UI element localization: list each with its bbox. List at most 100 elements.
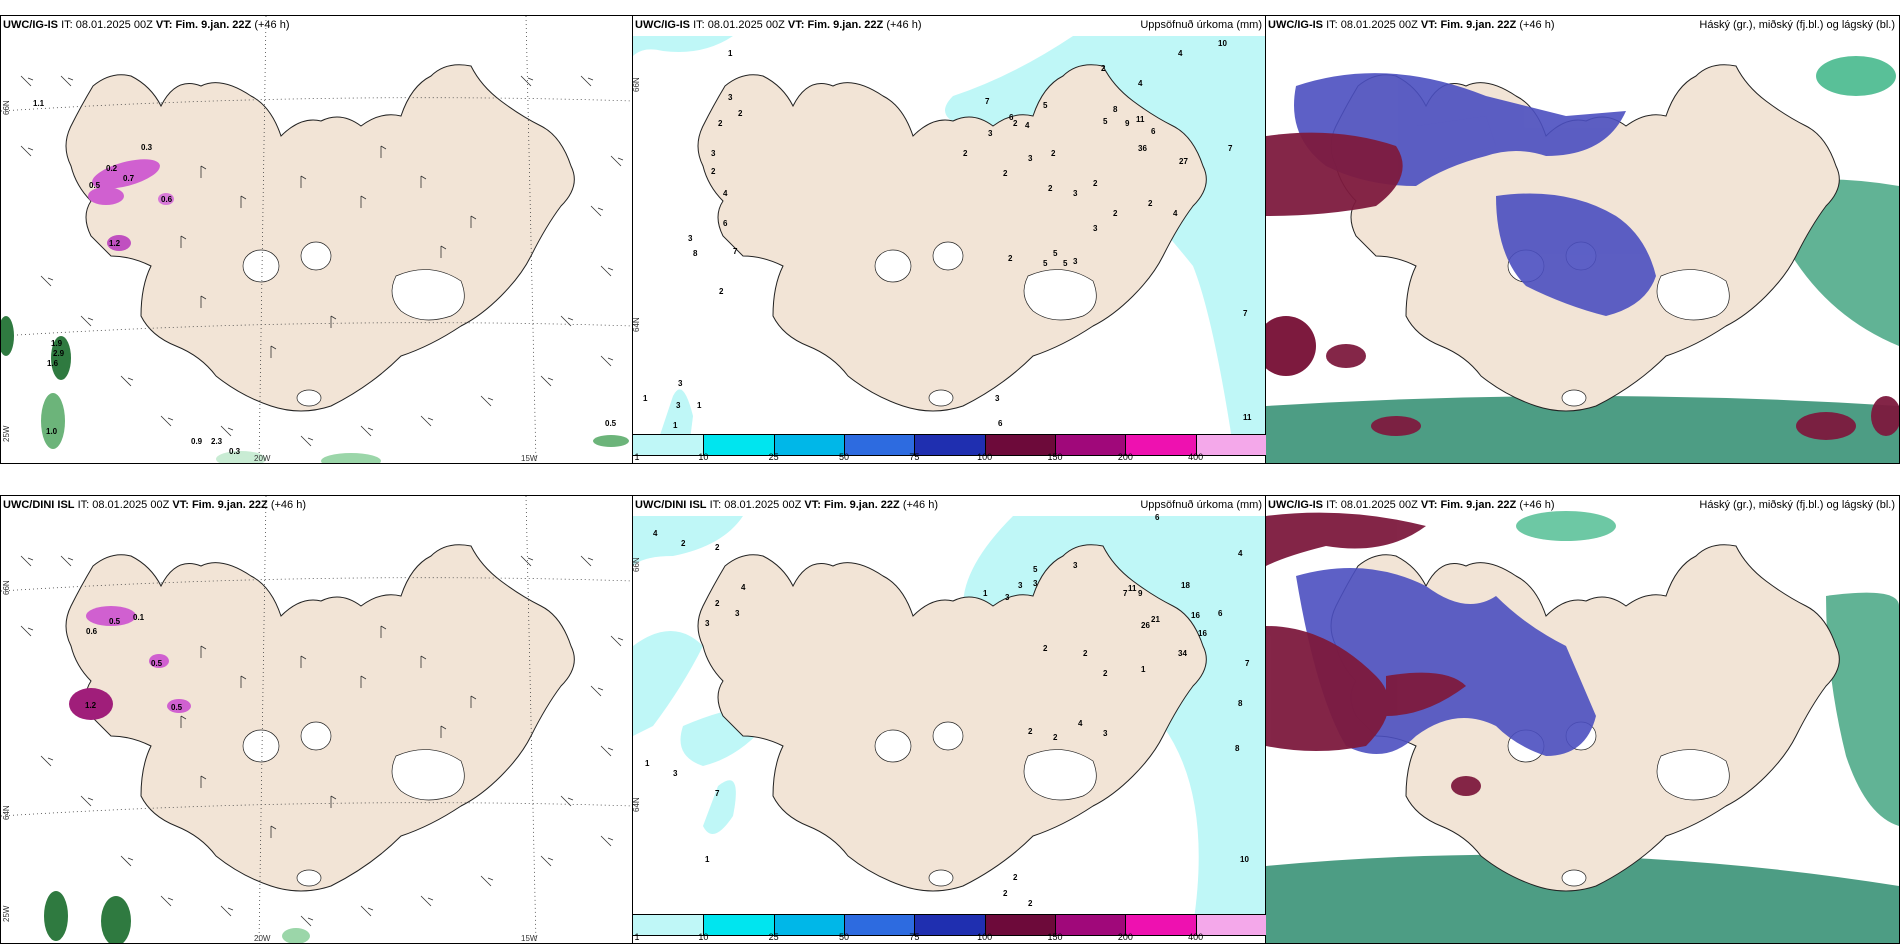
panel-wind-dini: 0.5 0.6 0.5 1.2 0.5 0.1 66N 64N 25W 20W … bbox=[0, 495, 634, 944]
value-label: 2 bbox=[1003, 889, 1008, 898]
colorbar-segment bbox=[1195, 915, 1266, 935]
value-label: 3 bbox=[1033, 579, 1038, 588]
value-label: 2 bbox=[1048, 184, 1053, 193]
value-label: 2 bbox=[1093, 179, 1098, 188]
graticule bbox=[1, 16, 633, 463]
green-precip-blobs bbox=[44, 891, 310, 943]
panel-cloud-dini: UWC/IG-IS IT: 08.01.2025 00Z VT: Fim. 9.… bbox=[1265, 495, 1900, 944]
value-label: 2 bbox=[715, 543, 720, 552]
panel-title: UWC/IG-IS IT: 08.01.2025 00Z VT: Fim. 9.… bbox=[3, 19, 290, 31]
value-label: 6 bbox=[1009, 113, 1014, 122]
value-label: 4 bbox=[1138, 79, 1143, 88]
panel-title: UWC/DINI ISL IT: 08.01.2025 00Z VT: Fim.… bbox=[3, 499, 306, 511]
colorbar-tick-label: 150 bbox=[1047, 452, 1063, 462]
colorbar-tick-label: 100 bbox=[977, 932, 993, 942]
value-label: 3 bbox=[705, 619, 710, 628]
value-label: 0.5 bbox=[89, 181, 101, 190]
value-label: 0.5 bbox=[151, 659, 163, 668]
colorbar-segment bbox=[773, 915, 844, 935]
map-precip-igis: 10 4 1 2 4 7 7 5 8 5 9 11 6 36 27 11 9 7… bbox=[633, 36, 1266, 456]
value-label: 7 bbox=[1228, 144, 1233, 153]
precip-values: 4 2 2 6 4 3 3 1 7 3 3 9 5 11 18 16 16 6 … bbox=[645, 513, 1250, 908]
lat-label: 66N bbox=[633, 77, 641, 92]
precip-colorbar bbox=[633, 434, 1266, 456]
lat-label: 64N bbox=[2, 805, 11, 820]
value-label: 4 bbox=[723, 189, 728, 198]
colorbar-segment bbox=[773, 435, 844, 455]
graticule bbox=[1, 496, 633, 943]
value-label: 34 bbox=[1178, 649, 1187, 658]
colorbar-tick-label: 150 bbox=[1047, 932, 1063, 942]
value-label: 7 bbox=[1123, 589, 1128, 598]
value-label: 7 bbox=[1243, 309, 1248, 318]
value-label: 7 bbox=[733, 247, 738, 256]
colorbar-segment bbox=[984, 915, 1055, 935]
value-label: 21 bbox=[1151, 615, 1160, 624]
colorbar-segment bbox=[1054, 435, 1126, 455]
value-label: 9 bbox=[1125, 119, 1130, 128]
panel-title: UWC/DINI ISL IT: 08.01.2025 00Z VT: Fim.… bbox=[635, 499, 938, 511]
colorbar-tick-label: 1 bbox=[634, 452, 640, 462]
value-label: 2 bbox=[1028, 727, 1033, 736]
wind-values: 0.5 0.6 0.5 1.2 0.5 0.1 bbox=[85, 613, 183, 712]
value-label: 7 bbox=[1245, 659, 1250, 668]
value-label: 3 bbox=[995, 394, 1000, 403]
value-label: 5 bbox=[1033, 565, 1038, 574]
field-title: Uppsöfnuð úrkoma (mm) bbox=[1140, 19, 1262, 31]
value-label: 1 bbox=[645, 759, 650, 768]
colorbar-segment bbox=[1195, 435, 1266, 455]
value-label: 3 bbox=[676, 401, 681, 410]
value-label: 6 bbox=[998, 419, 1003, 428]
value-label: 16 bbox=[1191, 611, 1200, 620]
colorbar-tick-label: 200 bbox=[1117, 932, 1133, 942]
map-cloud-igis bbox=[1266, 56, 1899, 463]
value-label: 3 bbox=[1093, 224, 1098, 233]
colorbar-segment bbox=[914, 915, 985, 935]
value-label: 3 bbox=[1028, 154, 1033, 163]
value-label: 0.9 bbox=[191, 437, 203, 446]
value-label: 1.1 bbox=[33, 99, 45, 108]
lon-label: 25W bbox=[2, 905, 11, 922]
colorbar-segment bbox=[633, 435, 704, 455]
value-label: 1.2 bbox=[109, 239, 121, 248]
value-label: 0.5 bbox=[171, 703, 183, 712]
value-label: 3 bbox=[1018, 581, 1023, 590]
value-label: 1 bbox=[673, 421, 678, 430]
low-cloud bbox=[1266, 132, 1899, 440]
pink-precip-blobs bbox=[88, 159, 174, 251]
value-label: 5 bbox=[1043, 101, 1048, 110]
colorbar-tick-label: 10 bbox=[698, 452, 709, 462]
colorbar-tick-label: 200 bbox=[1117, 452, 1133, 462]
value-label: 26 bbox=[1141, 621, 1150, 630]
colorbar-tick-label: 75 bbox=[909, 452, 920, 462]
colorbar-segment bbox=[1054, 915, 1126, 935]
value-label: 3 bbox=[1073, 561, 1078, 570]
colorbar-segment bbox=[1125, 435, 1196, 455]
value-label: 11 bbox=[1128, 584, 1137, 593]
value-label: 1 bbox=[1141, 665, 1146, 674]
colorbar-segment bbox=[633, 915, 704, 935]
value-label: 8 bbox=[1235, 744, 1240, 753]
value-label: 2 bbox=[1028, 899, 1033, 908]
value-label: 0.1 bbox=[133, 613, 145, 622]
value-label: 5 bbox=[1043, 259, 1048, 268]
value-label: 4 bbox=[1173, 209, 1178, 218]
value-label: 2 bbox=[715, 599, 720, 608]
value-label: 1.9 bbox=[51, 339, 63, 348]
panel-title: UWC/IG-IS IT: 08.01.2025 00Z VT: Fim. 9.… bbox=[1268, 499, 1555, 511]
value-label: 8 bbox=[1238, 699, 1243, 708]
value-label: 1 bbox=[697, 401, 702, 410]
colorbar-tick-label: 1 bbox=[634, 932, 640, 942]
lat-label: 66N bbox=[2, 580, 11, 595]
value-label: 4 bbox=[1078, 719, 1083, 728]
value-label: 2 bbox=[1003, 169, 1008, 178]
value-label: 3 bbox=[678, 379, 683, 388]
map-precip-dini: 4 2 2 6 4 3 3 1 7 3 3 9 5 11 18 16 16 6 … bbox=[633, 513, 1266, 926]
value-label: 3 bbox=[1103, 729, 1108, 738]
value-label: 1 bbox=[643, 394, 648, 403]
colorbar-tick-label: 50 bbox=[838, 932, 850, 942]
value-label: 3 bbox=[1005, 593, 1010, 602]
value-label: 0.5 bbox=[109, 617, 121, 626]
colorbar-ticks: 1 10 25 50 75 100 150 200 400 bbox=[633, 932, 1266, 943]
colorbar-segment bbox=[703, 915, 774, 935]
